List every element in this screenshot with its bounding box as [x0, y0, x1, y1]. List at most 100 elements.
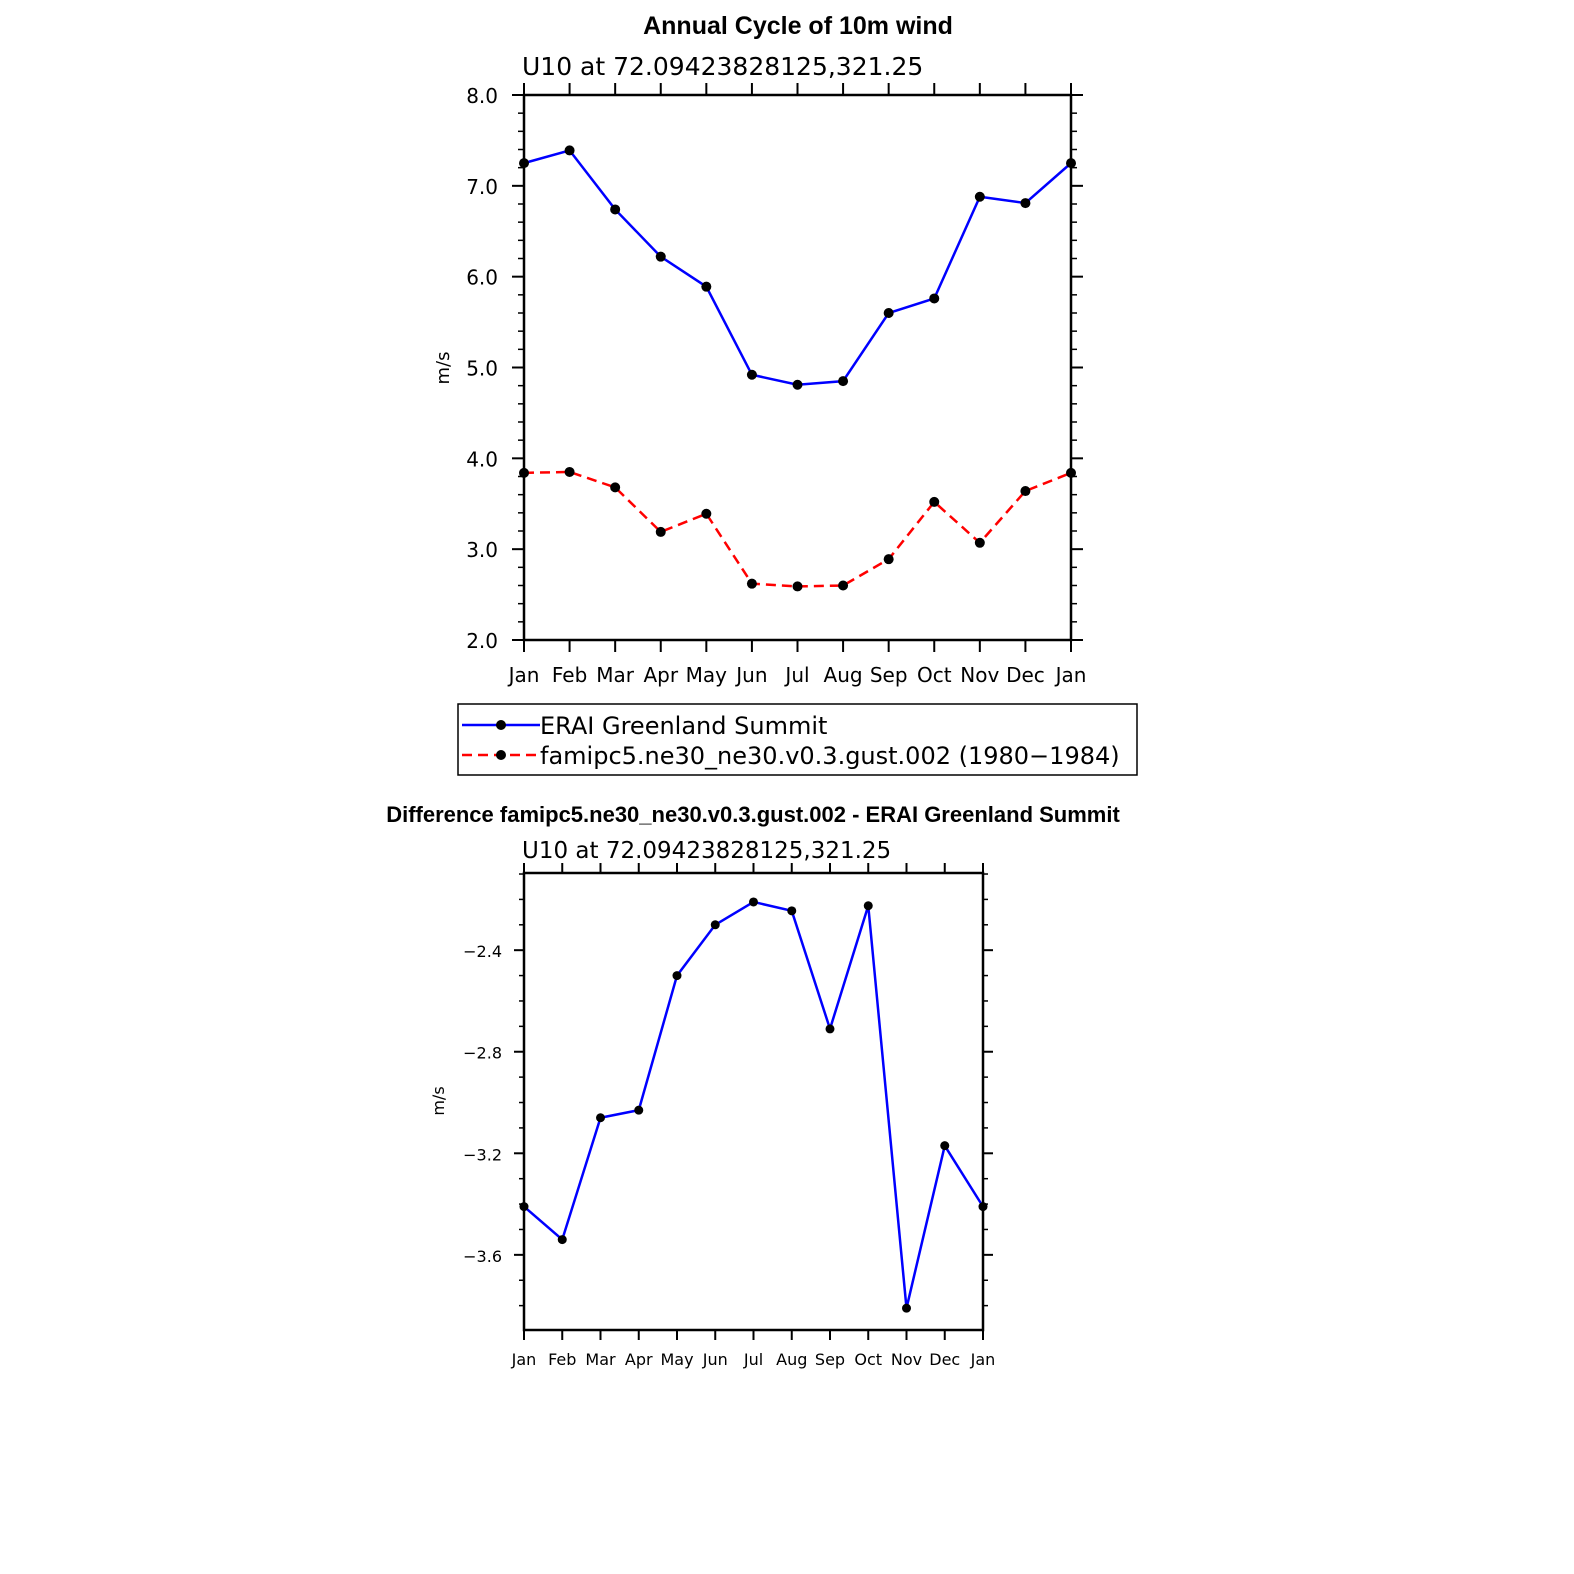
y-tick-label: −3.6: [463, 1247, 502, 1266]
x-tick-label: Feb: [552, 663, 587, 687]
y-tick-label: 5.0: [466, 357, 498, 381]
x-tick-label: Mar: [596, 663, 635, 687]
plot-frame: [522, 871, 985, 1332]
y-tick-label: 4.0: [466, 447, 498, 471]
data-point: [564, 466, 575, 477]
x-tick-label: Jul: [743, 1350, 763, 1369]
data-point: [902, 1303, 911, 1313]
data-point: [519, 1202, 529, 1212]
legend-swatch-marker: [496, 750, 506, 760]
data-point: [701, 508, 712, 519]
x-tick-label: Sep: [815, 1350, 845, 1369]
annual-cycle-chart: Annual Cycle of 10m wind U10 at 72.09423…: [433, 12, 1086, 687]
data-point: [672, 971, 682, 981]
legend-frame: [457, 703, 1138, 776]
y-tick-label: 7.0: [466, 175, 498, 199]
data-point: [564, 145, 575, 156]
y-axis-label: m/s: [429, 1086, 448, 1115]
data-point: [929, 496, 940, 507]
x-tick-label: May: [660, 1350, 693, 1369]
data-point: [838, 376, 849, 387]
series-line: [523, 148, 1072, 387]
data-point: [1066, 158, 1076, 169]
chart-title: Annual Cycle of 10m wind: [643, 12, 953, 40]
chart-subtitle: U10 at 72.09423828125,321.25: [522, 838, 891, 864]
data-point: [883, 554, 894, 565]
x-tick-label: Sep: [870, 663, 908, 687]
x-tick-label: Oct: [917, 663, 952, 687]
chart-title: Difference famipc5.ne30_ne30.v0.3.gust.0…: [386, 802, 1120, 827]
y-tick-label: −2.8: [463, 1044, 502, 1063]
data-point: [710, 920, 720, 930]
x-tick-label: Jun: [734, 663, 767, 687]
data-point: [1020, 198, 1031, 209]
data-point: [787, 906, 797, 916]
data-point: [655, 526, 666, 537]
series-line: [523, 470, 1072, 588]
data-point: [1066, 467, 1076, 478]
x-tick-label: Mar: [585, 1350, 616, 1369]
data-point: [863, 901, 873, 911]
x-tick-label: Jan: [507, 663, 540, 687]
data-point: [1020, 486, 1031, 497]
x-tick-label: May: [686, 663, 728, 687]
y-tick-label: 6.0: [466, 266, 498, 290]
data-point: [929, 293, 940, 304]
legend-label: famipc5.ne30_ne30.v0.3.gust.002 (1980−19…: [540, 742, 1120, 770]
x-tick-label: Dec: [929, 1350, 960, 1369]
legend-items: ERAI Greenland Summitfamipc5.ne30_ne30.v…: [462, 712, 1120, 770]
x-tick-label: Jan: [970, 1350, 996, 1369]
data-point: [838, 580, 849, 591]
x-tick-label: Aug: [824, 663, 863, 687]
x-tick-label: Nov: [891, 1350, 922, 1369]
plot-axes: Jan Feb Mar Apr May Jun Jul Aug Sep Oct Nov Dec Jan −…: [463, 863, 995, 1369]
y-tick-label: 8.0: [466, 84, 498, 108]
data-point: [557, 1235, 567, 1245]
data-point: [978, 1202, 988, 1212]
data-point: [792, 581, 803, 592]
x-tick-label: Oct: [854, 1350, 882, 1369]
series-line: [523, 900, 985, 1309]
data-point: [940, 1141, 950, 1151]
data-point: [746, 578, 757, 589]
plot-axes: Jan Feb Mar Apr May Jun Jul Aug Sep Oct Nov Dec Jan 2…: [466, 83, 1086, 687]
y-tick-label: 3.0: [466, 538, 498, 562]
y-tick-label: 2.0: [466, 629, 498, 653]
chart-subtitle: U10 at 72.09423828125,321.25: [522, 52, 923, 81]
y-axis-label: m/s: [433, 352, 454, 385]
plot-series: [519, 897, 988, 1313]
data-point: [825, 1024, 835, 1034]
data-point: [974, 537, 985, 548]
data-point: [519, 467, 529, 478]
difference-chart: Difference famipc5.ne30_ne30.v0.3.gust.0…: [386, 802, 1120, 1369]
data-point: [610, 204, 621, 215]
x-tick-label: Apr: [625, 1350, 653, 1369]
data-point: [883, 308, 894, 318]
data-point: [596, 1113, 605, 1123]
data-point: [974, 191, 985, 202]
data-point: [655, 251, 666, 262]
x-tick-label: Aug: [776, 1350, 807, 1369]
x-tick-label: Feb: [548, 1350, 576, 1369]
y-tick-label: −2.4: [463, 942, 502, 961]
x-tick-label: Jun: [702, 1350, 728, 1369]
data-point: [519, 158, 529, 169]
legend: ERAI Greenland Summitfamipc5.ne30_ne30.v…: [457, 703, 1138, 776]
data-point: [792, 379, 803, 390]
x-tick-label: Dec: [1006, 663, 1045, 687]
plot-series: [519, 145, 1076, 592]
data-point: [634, 1105, 644, 1115]
x-tick-label: Apr: [643, 663, 678, 687]
x-tick-label: Jan: [1054, 663, 1087, 687]
x-tick-label: Jul: [783, 663, 809, 687]
x-tick-label: Jan: [511, 1350, 537, 1369]
y-tick-label: −3.2: [463, 1145, 502, 1164]
data-point: [701, 281, 712, 292]
data-point: [610, 482, 621, 493]
data-point: [746, 369, 757, 380]
data-point: [749, 897, 758, 907]
legend-swatch-marker: [496, 720, 506, 730]
x-tick-label: Nov: [960, 663, 999, 687]
legend-label: ERAI Greenland Summit: [540, 712, 827, 740]
